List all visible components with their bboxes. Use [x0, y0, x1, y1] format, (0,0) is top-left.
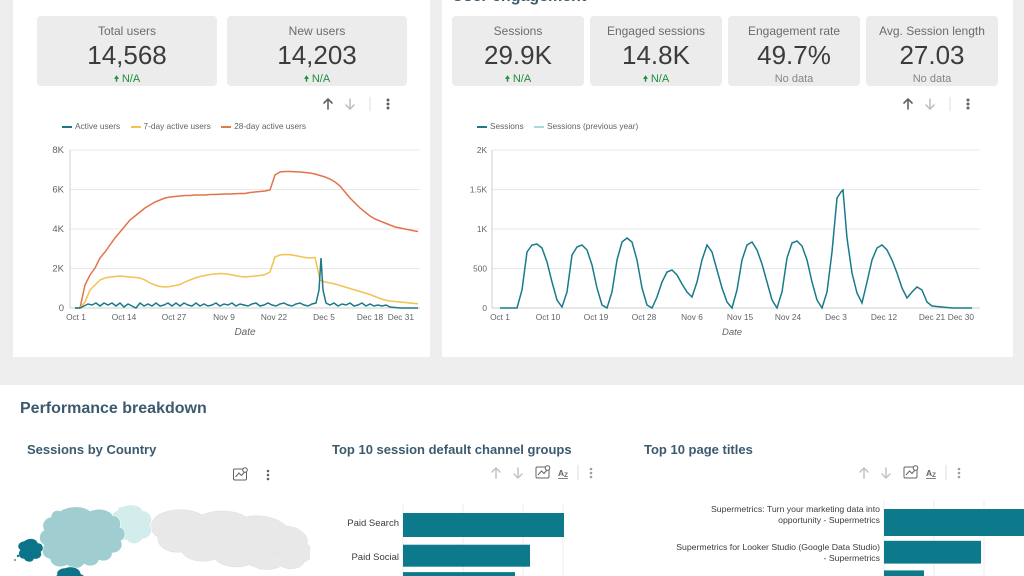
svg-text:Oct 1: Oct 1	[490, 312, 510, 322]
svg-text:1.5K: 1.5K	[470, 185, 488, 195]
svg-text:2K: 2K	[477, 145, 488, 155]
svg-text:Dec 31: Dec 31	[388, 312, 415, 322]
svg-text:4K: 4K	[52, 224, 64, 235]
svg-text:Paid Search: Paid Search	[347, 518, 399, 529]
svg-text:- Supermetrics: - Supermetrics	[824, 553, 881, 563]
svg-text:Nov 6: Nov 6	[681, 312, 703, 322]
svg-text:1K: 1K	[477, 224, 488, 234]
svg-text:Oct 14: Oct 14	[112, 312, 137, 322]
svg-text:Z: Z	[932, 472, 936, 479]
svg-text:500: 500	[473, 264, 487, 274]
svg-text:Nov 24: Nov 24	[775, 312, 802, 322]
svg-text:Dec 21: Dec 21	[919, 312, 946, 322]
svg-text:Oct 1: Oct 1	[66, 312, 86, 322]
svg-text:Oct 10: Oct 10	[536, 312, 561, 322]
svg-text:Nov 9: Nov 9	[213, 312, 235, 322]
svg-text:0: 0	[482, 303, 487, 313]
svg-text:Oct 19: Oct 19	[584, 312, 609, 322]
svg-text:Dec 12: Dec 12	[871, 312, 898, 322]
svg-text:Dec 30: Dec 30	[948, 312, 975, 322]
svg-text:6K: 6K	[52, 185, 64, 196]
svg-text:2K: 2K	[52, 264, 64, 275]
svg-text:0: 0	[59, 303, 64, 314]
svg-text:Paid Social: Paid Social	[351, 552, 399, 563]
svg-text:Oct 28: Oct 28	[632, 312, 657, 322]
svg-text:Z: Z	[564, 472, 568, 479]
svg-text:Date: Date	[234, 327, 256, 338]
svg-text:8K: 8K	[52, 145, 64, 156]
svg-text:Nov 22: Nov 22	[261, 312, 288, 322]
svg-text:Dec 5: Dec 5	[313, 312, 335, 322]
svg-text:opportunity - Supermetrics: opportunity - Supermetrics	[778, 515, 881, 525]
svg-text:Dec 3: Dec 3	[825, 312, 847, 322]
svg-text:Dec 18: Dec 18	[357, 312, 384, 322]
svg-text:Supermetrics for Looker Studio: Supermetrics for Looker Studio (Google D…	[676, 542, 880, 552]
svg-text:Supermetrics: Turn your market: Supermetrics: Turn your marketing data i…	[711, 504, 880, 514]
svg-text:Date: Date	[722, 327, 742, 338]
svg-text:Nov 15: Nov 15	[727, 312, 754, 322]
svg-text:Oct 27: Oct 27	[162, 312, 187, 322]
